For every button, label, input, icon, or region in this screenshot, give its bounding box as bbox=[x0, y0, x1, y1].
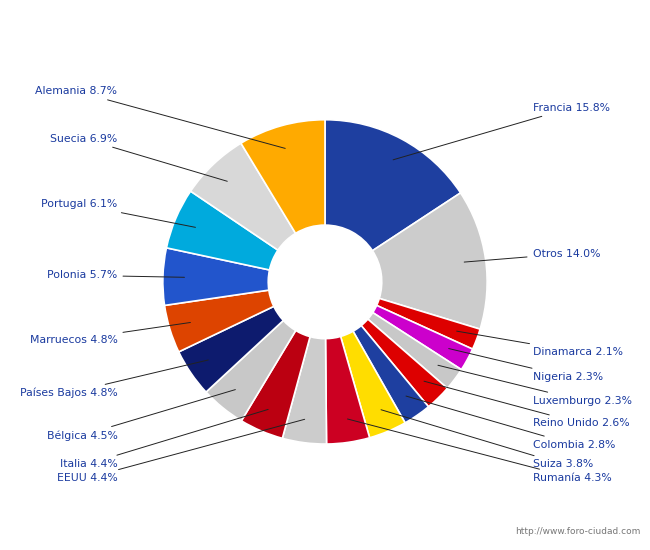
Text: Marruecos 4.8%: Marruecos 4.8% bbox=[29, 322, 190, 345]
Text: Polonia 5.7%: Polonia 5.7% bbox=[47, 271, 185, 281]
Text: Países Bajos 4.8%: Países Bajos 4.8% bbox=[20, 360, 208, 398]
Wedge shape bbox=[206, 321, 296, 421]
Wedge shape bbox=[353, 326, 428, 423]
Wedge shape bbox=[282, 337, 326, 444]
Text: EEUU 4.4%: EEUU 4.4% bbox=[57, 419, 305, 483]
Text: Francia 15.8%: Francia 15.8% bbox=[393, 103, 610, 160]
Text: Bélgica 4.5%: Bélgica 4.5% bbox=[47, 389, 235, 441]
Text: Portugal 6.1%: Portugal 6.1% bbox=[41, 200, 196, 227]
Wedge shape bbox=[376, 299, 480, 349]
Wedge shape bbox=[361, 319, 447, 406]
Wedge shape bbox=[372, 193, 487, 329]
Wedge shape bbox=[179, 306, 283, 392]
Text: Suiza 3.8%: Suiza 3.8% bbox=[381, 410, 593, 469]
Text: Otros 14.0%: Otros 14.0% bbox=[464, 249, 600, 262]
Wedge shape bbox=[368, 312, 462, 388]
Wedge shape bbox=[164, 290, 274, 352]
Text: Italia 4.4%: Italia 4.4% bbox=[60, 409, 268, 469]
Wedge shape bbox=[241, 331, 310, 438]
Wedge shape bbox=[166, 191, 278, 270]
Wedge shape bbox=[241, 120, 325, 233]
Wedge shape bbox=[372, 305, 473, 370]
Wedge shape bbox=[341, 331, 405, 438]
Text: Luxemburgo 2.3%: Luxemburgo 2.3% bbox=[438, 365, 632, 405]
Text: Alemania 8.7%: Alemania 8.7% bbox=[36, 86, 285, 148]
Text: Dinamarca 2.1%: Dinamarca 2.1% bbox=[457, 331, 623, 357]
Text: Suecia 6.9%: Suecia 6.9% bbox=[50, 134, 228, 182]
Text: Rumanía 4.3%: Rumanía 4.3% bbox=[348, 419, 611, 483]
Wedge shape bbox=[163, 248, 270, 305]
Wedge shape bbox=[326, 337, 370, 444]
Text: Azuqueca de Henares - Turistas extranjeros según país - Agosto de 2024: Azuqueca de Henares - Turistas extranjer… bbox=[83, 17, 567, 30]
Text: http://www.foro-ciudad.com: http://www.foro-ciudad.com bbox=[515, 527, 640, 536]
Wedge shape bbox=[325, 120, 461, 251]
Text: Nigeria 2.3%: Nigeria 2.3% bbox=[448, 349, 603, 382]
Wedge shape bbox=[190, 143, 296, 250]
Text: Colombia 2.8%: Colombia 2.8% bbox=[406, 396, 615, 450]
Text: Reino Unido 2.6%: Reino Unido 2.6% bbox=[424, 381, 629, 428]
